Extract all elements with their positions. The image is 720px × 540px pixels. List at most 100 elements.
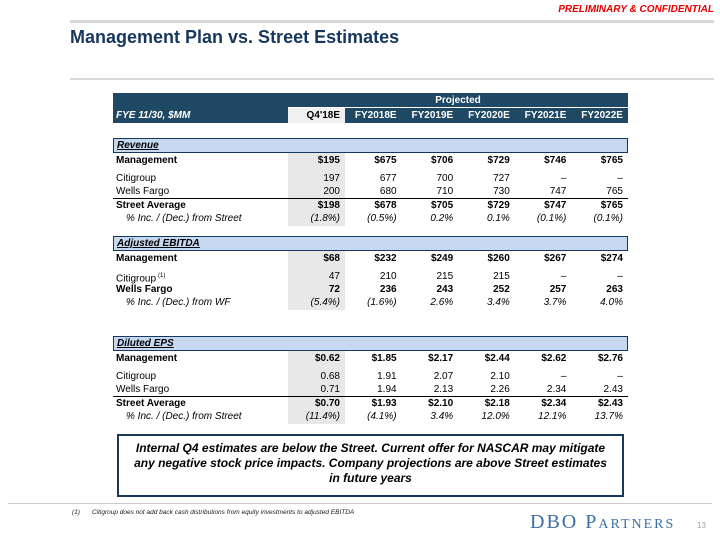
table-cell: $2.10 bbox=[428, 398, 454, 409]
section-header-revenue: Revenue bbox=[113, 138, 628, 153]
table-row-management: Management $195 $675 $706 $729 $746 $765 bbox=[113, 153, 628, 168]
column-header-fy2020: FY2020E bbox=[468, 110, 510, 121]
table-cell: $765 bbox=[600, 155, 623, 166]
table-cell: 2.13 bbox=[433, 384, 454, 395]
title-divider bbox=[70, 78, 714, 80]
projected-header: Projected bbox=[288, 93, 628, 108]
table-cell: $267 bbox=[544, 253, 567, 264]
table-cell: 2.34 bbox=[546, 384, 567, 395]
row-label: Street Average bbox=[116, 200, 186, 211]
table-row-citigroup: Citigroup 0.68 1.91 2.07 2.10 – – bbox=[113, 370, 628, 383]
footnote: (1) Citigroup does not add back cash dist… bbox=[72, 509, 354, 516]
column-header-fy2018: FY2018E bbox=[354, 110, 397, 121]
table-cell: $2.62 bbox=[541, 353, 567, 364]
table-cell: 197 bbox=[323, 173, 340, 184]
table-row-wellsfargo: Wells Fargo 200 680 710 730 747 765 bbox=[113, 185, 628, 198]
column-header-q4: Q4'18E bbox=[288, 108, 345, 123]
table-cell: – bbox=[560, 271, 567, 282]
table-cell: $2.18 bbox=[484, 398, 510, 409]
table-cell: (1.6%) bbox=[367, 297, 397, 308]
section-adjusted-ebitda: Adjusted EBITDA Management $68 $232 $249… bbox=[113, 236, 628, 310]
section-title: Diluted EPS bbox=[117, 338, 174, 349]
table-cell: 680 bbox=[379, 186, 397, 197]
callout-text: Internal Q4 estimates are below the Stre… bbox=[134, 441, 607, 485]
table-cell: 236 bbox=[379, 284, 397, 295]
table-cell: $249 bbox=[430, 253, 454, 264]
table-cell: 1.94 bbox=[377, 384, 397, 395]
table-cell: 4.0% bbox=[600, 297, 623, 308]
confidential-stamp: PRELIMINARY & CONFIDENTIAL bbox=[558, 4, 714, 15]
table-cell: $2.17 bbox=[428, 353, 454, 364]
table-cell: – bbox=[560, 371, 567, 382]
section-header-diluted-eps: Diluted EPS bbox=[113, 336, 628, 351]
row-label: Management bbox=[116, 353, 178, 364]
row-label: % Inc. / (Dec.) from Street bbox=[126, 213, 242, 224]
fye-label: FYE 11/30, $MM bbox=[116, 110, 191, 121]
header-divider bbox=[70, 20, 714, 23]
table-row-citigroup: Citigroup (1) 47 210 215 215 – – bbox=[113, 270, 628, 284]
row-label: Wells Fargo bbox=[116, 186, 170, 197]
table-cell: $2.76 bbox=[597, 353, 623, 364]
table-cell: – bbox=[617, 371, 623, 382]
table-cell: 677 bbox=[379, 173, 397, 184]
row-label: Management bbox=[116, 253, 178, 264]
table-cell: 243 bbox=[436, 284, 454, 295]
table-cell: 2.6% bbox=[430, 297, 454, 308]
table-cell: 72 bbox=[328, 284, 340, 295]
table-row-wellsfargo: Wells Fargo 0.71 1.94 2.13 2.26 2.34 2.4… bbox=[113, 383, 628, 396]
table-header: Projected FYE 11/30, $MM Q4'18E FY2018E … bbox=[113, 93, 628, 123]
table-row-management: Management $68 $232 $249 $260 $267 $274 bbox=[113, 251, 628, 266]
row-label: Citigroup bbox=[116, 371, 157, 382]
row-label: Wells Fargo bbox=[116, 284, 173, 295]
table-cell: 730 bbox=[493, 186, 510, 197]
row-label: % Inc. / (Dec.) from WF bbox=[126, 297, 231, 308]
table-cell: 3.4% bbox=[486, 297, 510, 308]
page-number: 13 bbox=[697, 521, 706, 530]
table-cell: 0.1% bbox=[486, 213, 510, 224]
table-cell: – bbox=[560, 173, 567, 184]
section-diluted-eps: Diluted EPS Management $0.62 $1.85 $2.17… bbox=[113, 336, 628, 424]
table-cell: 0.71 bbox=[320, 384, 340, 395]
q4-highlight-stripe bbox=[288, 351, 345, 424]
table-row-pct-vs-wf: % Inc. / (Dec.) from WF (5.4%) (1.6%) 2.… bbox=[113, 296, 628, 310]
table-cell: $729 bbox=[487, 155, 510, 166]
table-cell: 1.91 bbox=[377, 371, 397, 382]
table-row-pct-vs-street: % Inc. / (Dec.) from Street (11.4%) (4.1… bbox=[113, 410, 628, 424]
table-row-pct-vs-street: % Inc. / (Dec.) from Street (1.8%) (0.5%… bbox=[113, 212, 628, 226]
table-cell: 263 bbox=[606, 284, 623, 295]
header-spacer bbox=[113, 93, 288, 108]
table-row-wellsfargo: Wells Fargo 72 236 243 252 257 263 bbox=[113, 283, 628, 296]
table-cell: 12.0% bbox=[481, 411, 510, 422]
table-cell: $2.43 bbox=[597, 398, 623, 409]
section-title: Adjusted EBITDA bbox=[117, 238, 200, 249]
table-cell: 13.7% bbox=[594, 411, 623, 422]
table-cell: 47 bbox=[328, 271, 340, 282]
table-cell: – bbox=[617, 173, 623, 184]
estimates-table: Projected FYE 11/30, $MM Q4'18E FY2018E … bbox=[113, 93, 628, 424]
table-cell: $675 bbox=[374, 155, 397, 166]
spacer bbox=[113, 310, 628, 336]
table-cell: 2.07 bbox=[433, 371, 454, 382]
q4-highlight-stripe bbox=[288, 251, 345, 310]
table-cell: – bbox=[617, 271, 623, 282]
table-cell: (0.5%) bbox=[367, 213, 397, 224]
table-cell: 765 bbox=[606, 186, 623, 197]
table-cell: $198 bbox=[317, 200, 340, 211]
section-title: Revenue bbox=[117, 140, 159, 151]
footer-divider bbox=[8, 503, 712, 504]
table-cell: $706 bbox=[430, 155, 454, 166]
table-cell: 3.4% bbox=[430, 411, 454, 422]
table-cell: 710 bbox=[436, 186, 454, 197]
table-cell: $765 bbox=[600, 200, 623, 211]
table-cell: $1.85 bbox=[371, 353, 397, 364]
table-cell: 252 bbox=[493, 284, 510, 295]
table-cell: $260 bbox=[487, 253, 510, 264]
column-header-fy2019: FY2019E bbox=[411, 110, 454, 121]
table-cell: $1.93 bbox=[371, 398, 397, 409]
row-label: Management bbox=[116, 155, 178, 166]
table-cell: 0.68 bbox=[320, 371, 340, 382]
table-cell: (5.4%) bbox=[310, 297, 340, 308]
table-cell: 747 bbox=[549, 186, 567, 197]
callout-box: Internal Q4 estimates are below the Stre… bbox=[117, 434, 624, 497]
